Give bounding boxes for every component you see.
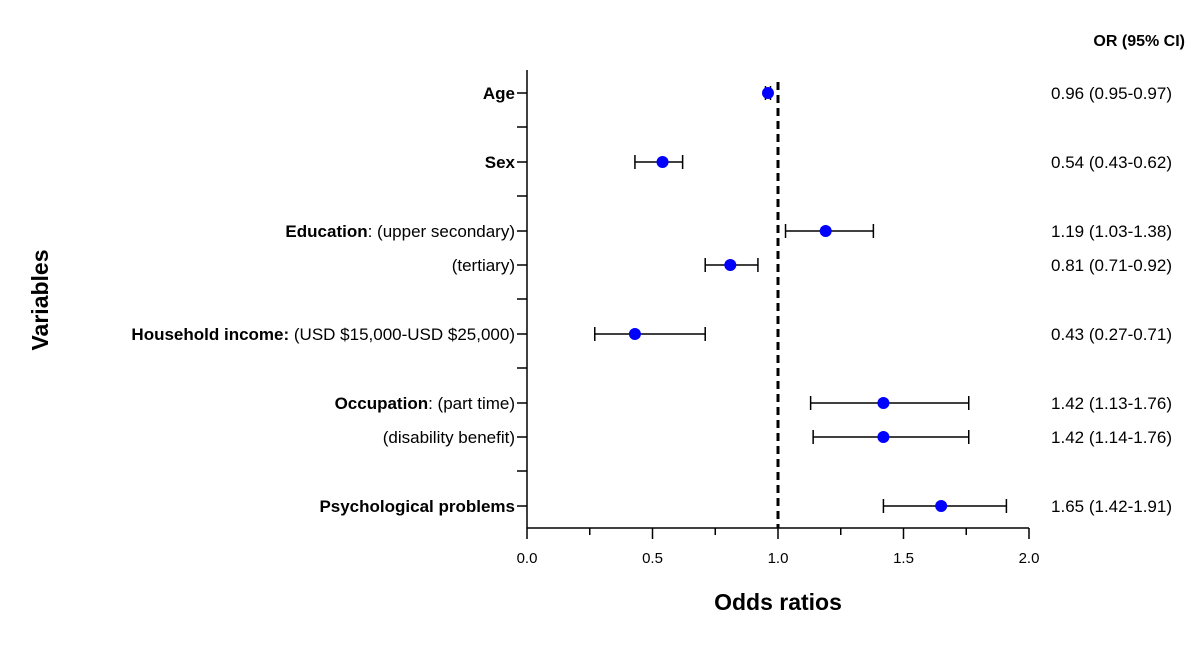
- or-point: [761, 87, 774, 99]
- row-label-bold: Age: [483, 84, 515, 103]
- or-ci-value: 1.19 (1.03-1.38): [1051, 222, 1172, 241]
- row-label-detail: : (upper secondary): [368, 222, 515, 241]
- x-tick-label: 1.5: [893, 550, 914, 567]
- x-tick-label: 0.5: [642, 550, 663, 567]
- row-label-detail: (disability benefit): [383, 428, 515, 447]
- row-label-bold: Education: [285, 222, 367, 241]
- plot-area: 0.0 0.5 1.0 1.5 2.0 Age 0.96 (0.95-0.97) Sex 0.5…: [131, 70, 1172, 567]
- row-label-bold: Household income:: [131, 325, 289, 344]
- row-label: Occupation: (part time): [335, 394, 515, 413]
- row-label: (tertiary): [452, 256, 515, 275]
- x-tick-label: 2.0: [1019, 550, 1040, 567]
- or-point: [877, 397, 890, 409]
- or-point: [656, 156, 669, 168]
- row-label-bold: Sex: [485, 153, 516, 172]
- row-label: Age: [483, 84, 515, 103]
- row-label-detail: : (part time): [428, 394, 515, 413]
- or-ci-value: 1.42 (1.14-1.76): [1051, 428, 1172, 447]
- or-ci-value: 0.96 (0.95-0.97): [1051, 84, 1172, 103]
- row-label: Household income: (USD $15,000-USD $25,0…: [131, 325, 515, 344]
- or-point: [724, 259, 737, 271]
- row-label: Sex: [485, 153, 516, 172]
- or-point: [628, 328, 641, 340]
- row-label-detail: (USD $15,000-USD $25,000): [289, 325, 515, 344]
- row-label-bold: Occupation: [335, 394, 429, 413]
- or-ci-header: OR (95% CI): [1093, 33, 1185, 50]
- or-point: [877, 431, 890, 443]
- x-tick-label: 0.0: [517, 550, 538, 567]
- row-label: Psychological problems: [319, 497, 515, 516]
- or-point: [819, 225, 832, 237]
- or-ci-value: 0.54 (0.43-0.62): [1051, 153, 1172, 172]
- x-tick-label: 1.0: [768, 550, 789, 567]
- row-label: Education: (upper secondary): [285, 222, 515, 241]
- or-point: [935, 500, 948, 512]
- row-label-detail: (tertiary): [452, 256, 515, 275]
- row-label-bold: Psychological problems: [319, 497, 515, 516]
- y-axis-title: Variables: [27, 249, 53, 350]
- or-ci-value: 0.43 (0.27-0.71): [1051, 325, 1172, 344]
- or-ci-value: 1.42 (1.13-1.76): [1051, 394, 1172, 413]
- row-label: (disability benefit): [383, 428, 515, 447]
- or-ci-value: 1.65 (1.42-1.91): [1051, 497, 1172, 516]
- x-axis-title: Odds ratios: [714, 589, 842, 615]
- or-ci-value: 0.81 (0.71-0.92): [1051, 256, 1172, 275]
